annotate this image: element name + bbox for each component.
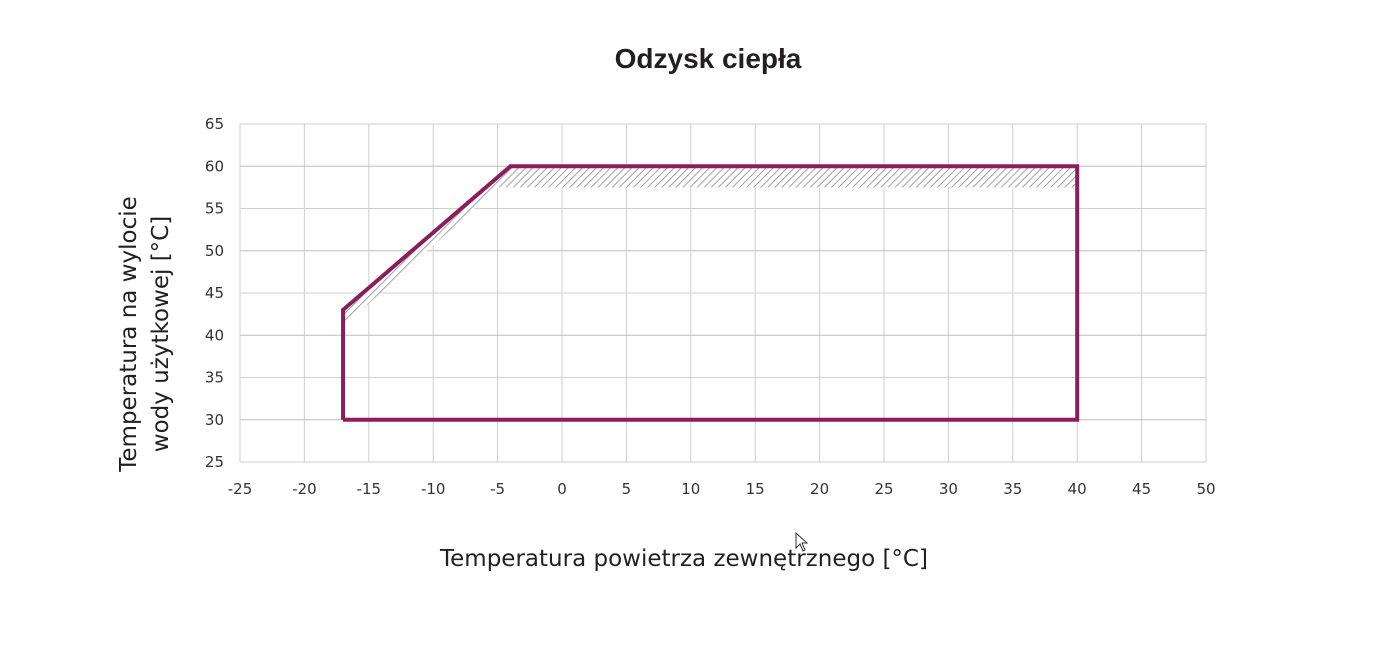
y-axis-label-group: Temperatura na wylocie wody użytkowej [°… xyxy=(116,196,174,473)
x-tick-label: 35 xyxy=(1003,480,1022,498)
y-axis-label-line2: wody użytkowej [°C] xyxy=(148,216,174,452)
x-tick-label: 0 xyxy=(557,480,567,498)
y-tick-label: 45 xyxy=(205,284,224,302)
x-tick-label: -20 xyxy=(292,480,317,498)
y-tick-label: 25 xyxy=(205,453,224,471)
y-tick-label: 60 xyxy=(205,157,224,175)
y-tick-label: 30 xyxy=(205,411,224,429)
hatched-band xyxy=(343,166,1078,327)
x-tick-label: 25 xyxy=(874,480,893,498)
x-tick-label: 5 xyxy=(622,480,632,498)
x-tick-label: 10 xyxy=(681,480,700,498)
x-axis-ticks: -25 -20 -15 -10 -5 0 5 10 15 20 25 30 35 40 45 50 xyxy=(228,480,1216,498)
hatched-band-area xyxy=(343,166,1078,327)
x-tick-label: -10 xyxy=(421,480,446,498)
y-axis-ticks: 25 30 35 40 45 50 55 60 65 xyxy=(205,115,224,471)
mouse-pointer-icon xyxy=(795,532,809,552)
x-tick-label: -5 xyxy=(490,480,505,498)
operating-envelope xyxy=(341,164,1080,422)
x-axis-label: Temperatura powietrza zewnętrznego [°C] xyxy=(439,546,928,572)
y-tick-label: 65 xyxy=(205,115,224,133)
x-tick-label: 30 xyxy=(939,480,958,498)
y-tick-label: 55 xyxy=(205,200,224,218)
y-axis-label-line1: Temperatura na wylocie xyxy=(116,196,142,473)
x-tick-label: 45 xyxy=(1132,480,1151,498)
x-tick-label: 20 xyxy=(810,480,829,498)
y-tick-label: 50 xyxy=(205,242,224,260)
operating-envelope-line xyxy=(341,164,1080,422)
y-tick-label: 40 xyxy=(205,326,224,344)
x-tick-label: 15 xyxy=(746,480,765,498)
x-tick-label: -25 xyxy=(228,480,253,498)
x-tick-label: 40 xyxy=(1068,480,1087,498)
chart-title: Odzysk ciepła xyxy=(615,43,802,74)
x-tick-label: 50 xyxy=(1196,480,1215,498)
x-tick-label: -15 xyxy=(357,480,382,498)
y-tick-label: 35 xyxy=(205,369,224,387)
